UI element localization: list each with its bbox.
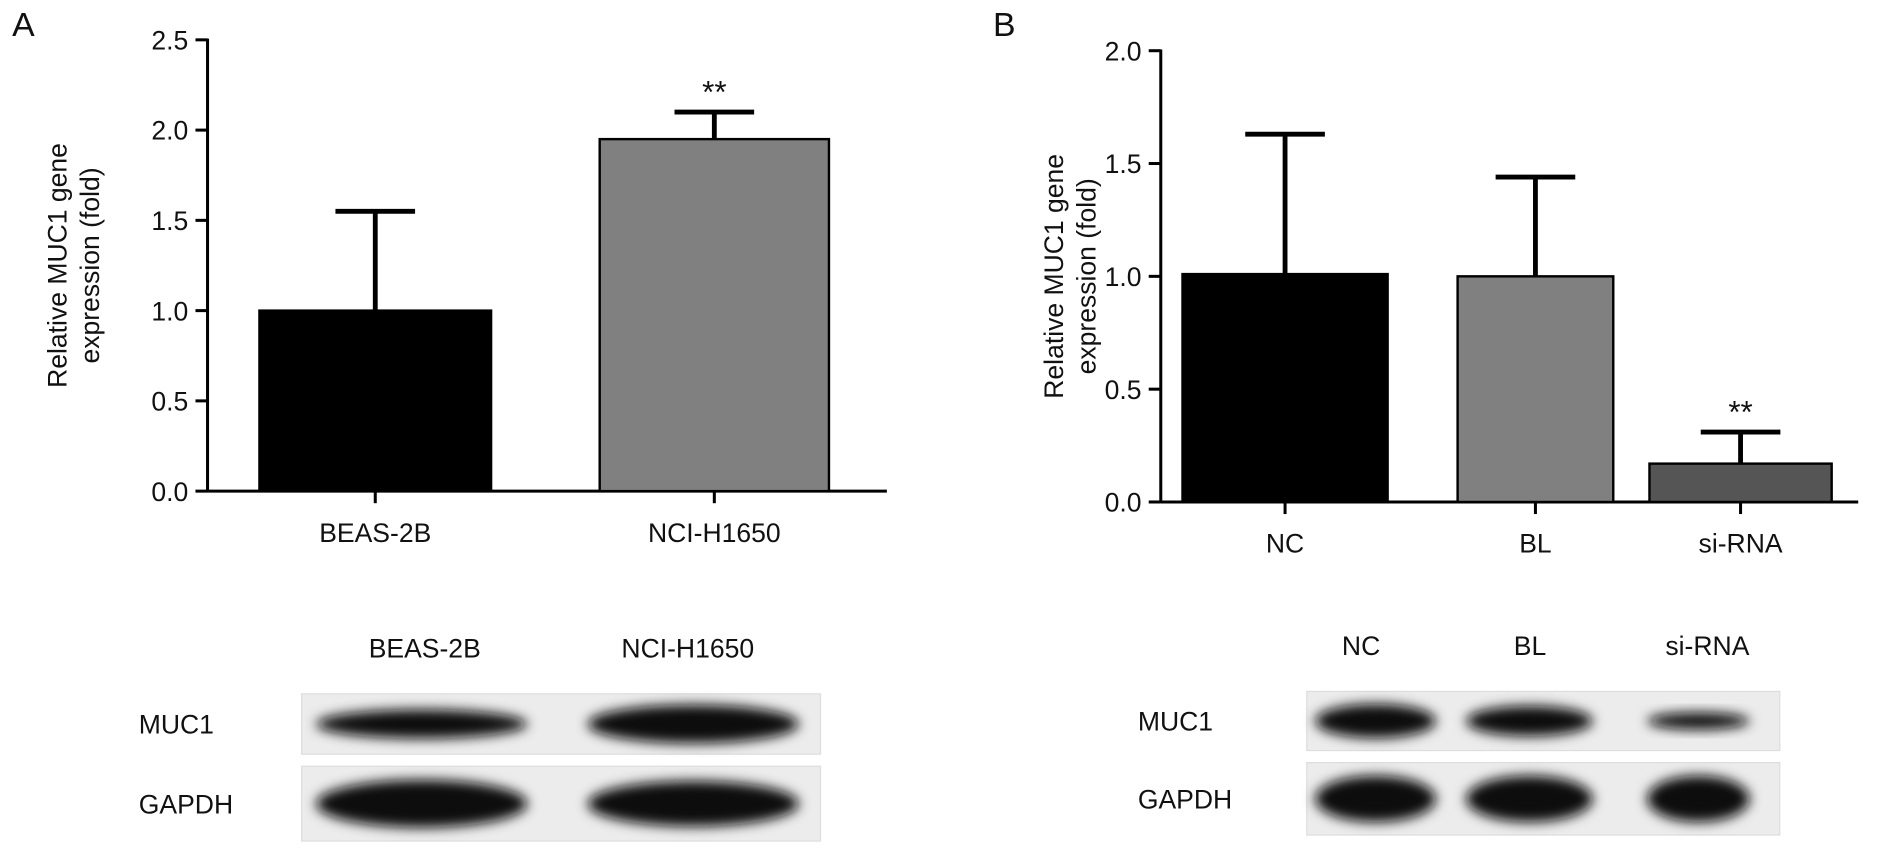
x-tick-label: BEAS-2B [319, 518, 431, 548]
blot-row-label: GAPDH [139, 789, 233, 819]
blot-band [1466, 775, 1593, 822]
y-tick-label: 1.0 [1105, 262, 1142, 292]
y-tick-label: 1.5 [151, 206, 188, 236]
blot-band [316, 779, 528, 828]
blot-lane-label: si-RNA [1665, 631, 1749, 661]
y-axis-label: expression (fold) [1072, 178, 1102, 374]
panel-letter: B [993, 6, 1016, 44]
blot-lane-label: BL [1514, 631, 1546, 661]
blot-lane-label: NC [1342, 631, 1380, 661]
y-tick-label: 0.5 [151, 387, 188, 417]
y-tick-label: 2.0 [1105, 36, 1142, 66]
significance: ** [702, 74, 726, 109]
y-tick-label: 2.5 [151, 25, 188, 55]
y-tick-label: 1.5 [1105, 149, 1142, 179]
x-tick-label: si-RNA [1699, 529, 1783, 559]
y-tick-label: 1.0 [151, 296, 188, 326]
y-axis-label: Relative MUC1 gene [1039, 154, 1069, 399]
bar [1181, 272, 1389, 504]
bar [1456, 275, 1615, 504]
bar [1648, 462, 1833, 504]
y-tick-label: 2.0 [151, 116, 188, 146]
y-axis-label: expression (fold) [75, 167, 105, 363]
significance: ** [1728, 394, 1752, 429]
blot-lane-label: NCI-H1650 [621, 634, 754, 664]
blot-band [1315, 703, 1436, 739]
blot-band [1466, 705, 1593, 737]
x-tick-label: BL [1519, 529, 1551, 559]
bar [598, 137, 831, 493]
y-axis-label: Relative MUC1 gene [42, 143, 72, 388]
x-tick-label: NC [1266, 529, 1304, 559]
blot-band [587, 704, 799, 744]
blot-band [1647, 775, 1750, 822]
blot-row-label: GAPDH [1138, 784, 1232, 814]
blot-band [316, 709, 528, 739]
panel-letter: A [12, 6, 35, 44]
blot-band [1647, 712, 1750, 730]
y-tick-label: 0.0 [151, 477, 188, 507]
blot-band [1315, 775, 1436, 822]
blot-band [587, 780, 799, 827]
x-tick-label: NCI-H1650 [648, 518, 781, 548]
bar [258, 309, 493, 493]
y-tick-label: 0.5 [1105, 375, 1142, 405]
y-tick-label: 0.0 [1105, 488, 1142, 518]
blot-lane-label: BEAS-2B [369, 634, 481, 664]
blot-row-label: MUC1 [1138, 707, 1213, 737]
blot-row-label: MUC1 [139, 710, 214, 740]
